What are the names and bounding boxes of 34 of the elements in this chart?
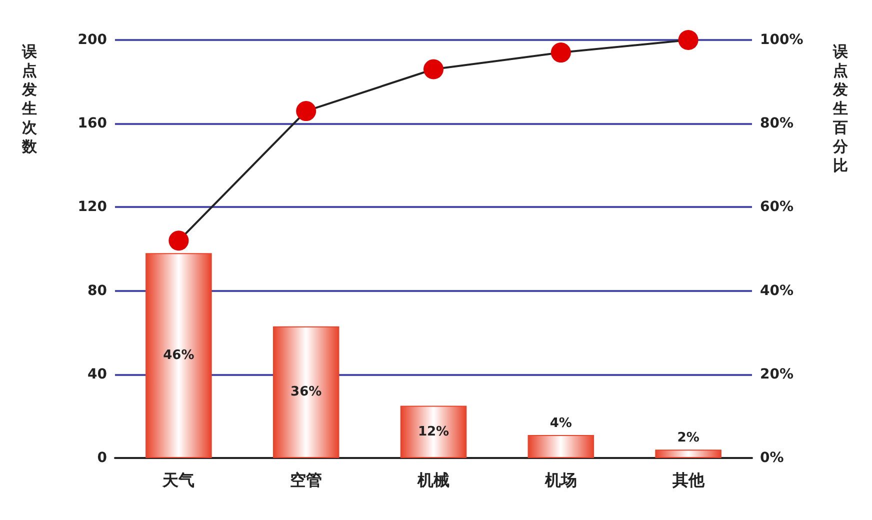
y-tick-label: 200 [78,32,108,48]
point [678,30,698,50]
point [424,59,444,80]
annotation: 4% [550,416,572,432]
y-tick-label: 0 [97,450,108,466]
annotation: 2% [677,430,700,446]
annotation: 12% [418,424,450,440]
bar [655,450,722,458]
annotation: 36% [290,384,322,400]
bar [272,326,340,458]
point [168,230,189,251]
bar [528,435,594,458]
point [296,101,316,122]
y2-tick-label: 60% [760,199,794,216]
y-axis-title: 误点发生次数 [21,42,38,156]
bar [146,253,212,458]
y-tick-label: 120 [78,199,108,216]
x-tick-label: 机场 [544,470,577,490]
y2-tick-label: 0% [760,450,784,466]
y-tick-label: 80 [88,282,108,299]
y-tick-label: 40 [88,366,108,382]
y2-tick-label: 100% [760,32,804,48]
x-tick-label: 天气 [162,470,195,490]
y2-tick-label: 20% [760,366,794,382]
y2-tick-label: 40% [760,282,794,299]
y-tick-label: 160 [78,116,108,132]
x-tick-label: 机械 [416,470,450,490]
bar [400,406,467,458]
x-tick-label: 其他 [671,470,706,490]
y2-axis-title: 误点发生百分比 [832,42,849,174]
point [550,42,571,63]
annotation: 46% [163,348,194,364]
y2-tick-label: 80% [760,116,794,132]
x-tick-label: 空管 [290,470,322,490]
